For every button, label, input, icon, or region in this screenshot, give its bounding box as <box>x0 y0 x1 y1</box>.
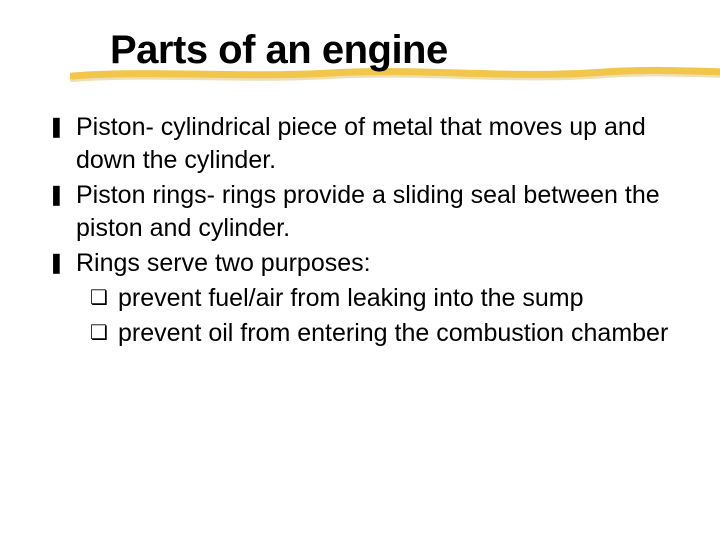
list-item-text: prevent fuel/air from leaking into the s… <box>118 282 670 315</box>
list-item-text: prevent oil from entering the combustion… <box>118 317 670 350</box>
list-item-text: Piston rings- rings provide a sliding se… <box>76 179 670 245</box>
list-item: ❚ Rings serve two purposes: <box>48 247 670 280</box>
bullet-l1-icon: ❚ <box>48 179 76 211</box>
list-item-text: Piston- cylindrical piece of metal that … <box>76 111 670 177</box>
title-block: Parts of an engine <box>110 28 680 73</box>
slide-title: Parts of an engine <box>110 28 680 73</box>
bullet-l1-icon: ❚ <box>48 111 76 143</box>
list-item: ❚ Piston- cylindrical piece of metal tha… <box>48 111 670 177</box>
list-item: ❏ prevent fuel/air from leaking into the… <box>90 282 670 315</box>
content-body: ❚ Piston- cylindrical piece of metal tha… <box>40 111 680 350</box>
bullet-l1-icon: ❚ <box>48 247 76 279</box>
list-item: ❏ prevent oil from entering the combusti… <box>90 317 670 350</box>
list-item-text: Rings serve two purposes: <box>76 247 670 280</box>
bullet-l2-icon: ❏ <box>90 282 118 314</box>
list-item: ❚ Piston rings- rings provide a sliding … <box>48 179 670 245</box>
slide: Parts of an engine ❚ Piston- cylindrical… <box>0 0 720 540</box>
bullet-l2-icon: ❏ <box>90 317 118 349</box>
